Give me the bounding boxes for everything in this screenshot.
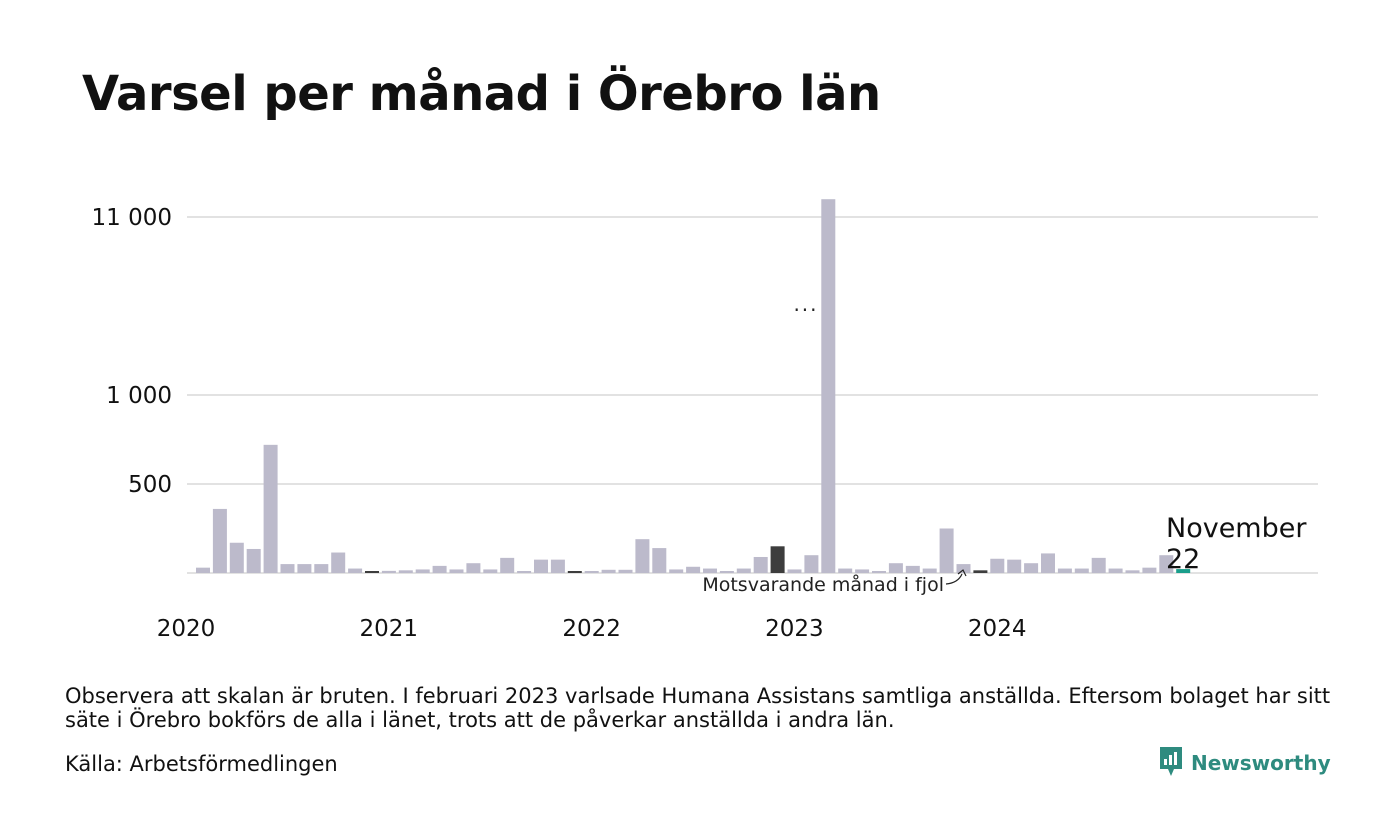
- brand-name: Newsworthy: [1191, 751, 1331, 775]
- bar: [1074, 568, 1089, 573]
- bar-current-month: [1176, 569, 1191, 573]
- bar: [753, 556, 768, 573]
- bar: [229, 542, 244, 573]
- bar: [686, 566, 701, 573]
- bar: [1024, 563, 1039, 573]
- bar: [449, 569, 464, 573]
- bar: [517, 571, 532, 573]
- bar: [500, 557, 515, 573]
- bar: [1007, 559, 1022, 573]
- bar: [280, 564, 295, 573]
- y-tick-label: 11 000: [92, 205, 172, 231]
- x-tick-label: 2021: [360, 616, 419, 642]
- bar: [1041, 553, 1055, 573]
- bar: [669, 569, 684, 573]
- bar: [483, 569, 498, 573]
- bar: [1125, 570, 1140, 573]
- bar: [652, 548, 667, 573]
- bar: [534, 559, 548, 573]
- bar: [888, 563, 903, 573]
- bar: [855, 569, 870, 573]
- bar-previous-year: [567, 571, 582, 573]
- bar: [246, 548, 261, 573]
- bar: [821, 199, 836, 573]
- bar: [1159, 555, 1174, 573]
- x-tick-label: 2020: [157, 616, 216, 642]
- x-tick-label: 2022: [562, 616, 621, 642]
- x-tick-label: 2024: [968, 616, 1027, 642]
- bar: [736, 568, 751, 573]
- previous-year-arrow: [945, 573, 963, 585]
- bar: [922, 568, 937, 573]
- bar: [618, 569, 633, 573]
- scale-break-gap: [791, 304, 821, 312]
- bar: [838, 568, 853, 573]
- bar: [939, 528, 954, 573]
- bar: [196, 567, 210, 573]
- y-axis-ticks: 500 1 000 11 000: [92, 205, 172, 498]
- bar: [787, 569, 802, 573]
- bar: [1057, 568, 1072, 573]
- bar: [635, 539, 650, 573]
- bar: [212, 508, 227, 573]
- current-month-label: November: [1166, 513, 1307, 544]
- bar: [415, 569, 430, 573]
- bar: [1142, 567, 1157, 573]
- bar: [1091, 557, 1106, 573]
- bar: [314, 564, 329, 573]
- scale-break-marker: ...: [793, 292, 818, 316]
- current-value-label: 22: [1166, 544, 1200, 575]
- bar: [297, 564, 312, 573]
- bar: [703, 568, 717, 573]
- bar: [348, 568, 363, 573]
- bar: [331, 552, 346, 573]
- bar: [1108, 568, 1123, 573]
- bar: [956, 564, 971, 573]
- bar: [381, 570, 396, 573]
- y-tick-label: 1 000: [106, 383, 172, 409]
- bar: [550, 559, 565, 573]
- bar: [432, 565, 447, 573]
- chart-title: Varsel per månad i Örebro län: [82, 66, 881, 122]
- bar: [872, 571, 886, 573]
- bar-previous-year: [365, 571, 379, 573]
- bar-previous-year: [973, 570, 988, 573]
- gridlines: [187, 216, 1318, 574]
- bars: [196, 199, 1191, 573]
- bar: [905, 565, 920, 573]
- newsworthy-logo-icon: [1158, 745, 1184, 781]
- footnote: Observera att skalan är bruten. I februa…: [65, 684, 1331, 732]
- brand-logo[interactable]: Newsworthy: [1158, 745, 1331, 781]
- previous-year-arrow-head: [957, 569, 967, 577]
- bar: [719, 571, 734, 573]
- bar: [601, 569, 616, 573]
- y-tick-label: 500: [128, 472, 172, 498]
- bar: [263, 444, 278, 573]
- bar-previous-year: [770, 546, 785, 573]
- x-axis-ticks: 2020 2021 2022 2023 2024: [157, 616, 1027, 642]
- bar: [804, 555, 819, 573]
- bar: [584, 571, 599, 573]
- bar: [990, 558, 1005, 573]
- x-tick-label: 2023: [765, 616, 824, 642]
- bar: [466, 563, 481, 573]
- annotations: ... Motsvarande månad i fjol November 22: [702, 292, 1307, 596]
- previous-year-label: Motsvarande månad i fjol: [702, 573, 944, 596]
- source-note: Källa: Arbetsförmedlingen: [65, 752, 338, 776]
- bar: [398, 570, 413, 573]
